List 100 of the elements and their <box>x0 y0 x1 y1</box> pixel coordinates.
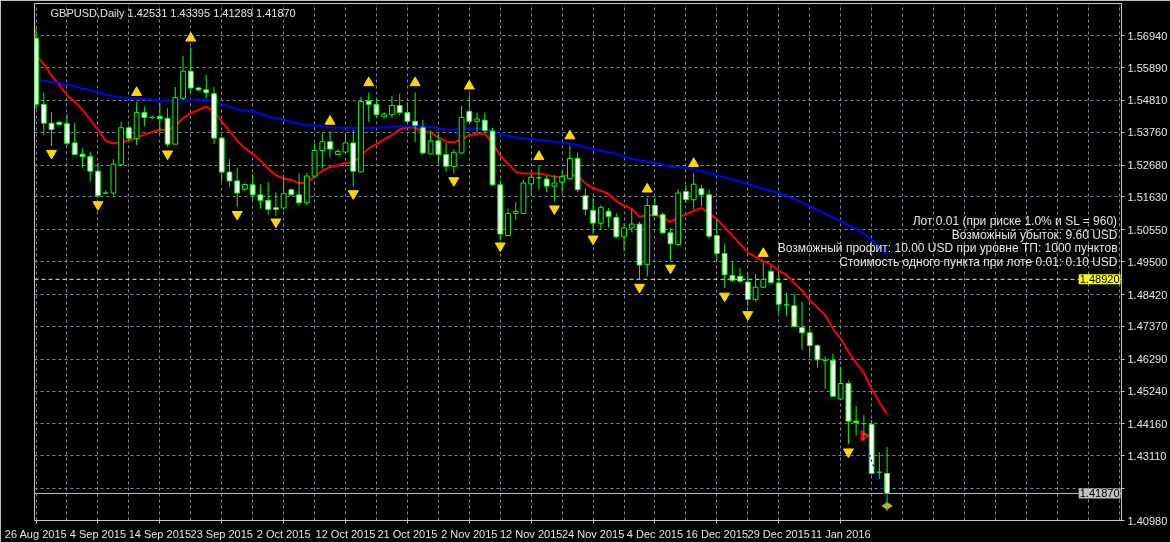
candlestick <box>659 211 666 235</box>
point <box>162 150 174 161</box>
candlestick <box>683 184 689 204</box>
point <box>533 150 545 160</box>
candlestick <box>884 446 890 512</box>
y-tick-label: 1.45240 <box>1127 385 1168 398</box>
y-tick-label: 1.50550 <box>1127 223 1168 236</box>
ref-line-label: 1.48920 <box>1079 273 1120 286</box>
text: Возможный убыток: 9.60 USD <box>951 227 1118 242</box>
point <box>564 129 576 140</box>
candlestick <box>613 212 620 239</box>
chart-title: GBPUSD,Daily 1.42531 1.43395 1.41289 1.41870 <box>50 6 296 19</box>
x-tick-label: 12 Oct 2015 <box>315 527 376 540</box>
candlestick <box>64 113 70 147</box>
point <box>719 292 731 303</box>
point <box>587 235 599 246</box>
candlestick <box>450 148 457 175</box>
y-tick-label: 1.48420 <box>1127 288 1168 301</box>
point <box>641 182 653 193</box>
candlestick <box>187 47 194 93</box>
point <box>46 149 58 160</box>
candlestick <box>768 265 774 285</box>
candlestick <box>272 191 279 217</box>
candlestick <box>412 92 419 143</box>
point <box>324 115 336 125</box>
x-tick-label: 2 Nov 2015 <box>441 527 498 540</box>
point <box>131 86 143 96</box>
candlestick <box>389 95 395 119</box>
point <box>463 79 475 90</box>
point <box>270 218 282 229</box>
text: Лот 0.01 (при риске 1.0% и SL = 960) <box>912 213 1118 228</box>
x-tick-label: 23 Sep 2015 <box>190 527 253 540</box>
point <box>842 448 854 459</box>
point <box>494 242 506 253</box>
x-tick-label: 29 Dec 2015 <box>747 527 810 540</box>
annotation: Стоимость одного пункта при лоте 0.01: 0.10 USD <box>839 255 1118 270</box>
x-tick-label: 2 Oct 2015 <box>256 527 311 540</box>
point <box>634 283 646 294</box>
x-tick-label: 24 Nov 2015 <box>561 527 625 540</box>
candlestick <box>729 261 736 283</box>
candlestick <box>234 167 241 208</box>
x-tick-label: 11 Jan 2016 <box>810 527 871 540</box>
candlestick <box>249 173 256 201</box>
candlestick <box>744 272 751 308</box>
x-tick-label: 12 Nov 2015 <box>500 527 563 540</box>
candlestick <box>474 112 480 134</box>
y-tick-label: 1.46290 <box>1127 353 1168 366</box>
candlestick <box>737 267 743 284</box>
candlestick <box>775 272 782 314</box>
x-tick-label: 21 Oct 2015 <box>377 527 438 540</box>
point <box>92 201 104 211</box>
candlestick <box>559 170 566 194</box>
point <box>185 31 197 42</box>
y-tick-label: 1.56940 <box>1127 29 1168 42</box>
candlestick <box>791 293 798 329</box>
candlestick <box>597 204 604 231</box>
x-tick-label: 26 Aug 2015 <box>4 527 67 540</box>
candlestick <box>752 273 759 302</box>
point <box>742 311 754 321</box>
point <box>548 205 560 216</box>
point <box>347 190 359 200</box>
y-tick-label: 1.49500 <box>1127 255 1168 268</box>
y-tick-label: 1.44160 <box>1127 417 1168 430</box>
candlestick <box>156 101 163 135</box>
point <box>231 210 243 221</box>
point <box>448 177 460 187</box>
candlestick <box>760 261 767 289</box>
x-tick-label: 4 Dec 2015 <box>626 527 684 540</box>
y-tick-label: 1.40980 <box>1127 514 1168 527</box>
candlestick <box>443 142 449 173</box>
candlestick <box>327 130 333 158</box>
ref-line-label: 1.41870 <box>1079 487 1120 500</box>
x-tick-label: 4 Sep 2015 <box>69 527 127 540</box>
y-tick-label: 1.53760 <box>1127 126 1168 139</box>
candlestick <box>590 197 596 235</box>
candlestick <box>226 158 233 188</box>
candlestick <box>721 243 728 289</box>
x-tick-label: 14 Sep 2015 <box>128 527 192 540</box>
y-tick-label: 1.51630 <box>1127 191 1168 203</box>
candlestick <box>481 112 488 134</box>
point <box>409 76 421 87</box>
candlestick <box>265 181 272 216</box>
candlestick <box>605 207 612 229</box>
candlestick <box>582 187 589 216</box>
point <box>664 264 676 275</box>
candlestick <box>566 145 573 181</box>
x-tick-label: 16 Dec 2015 <box>685 527 749 540</box>
y-tick-label: 1.55890 <box>1127 61 1168 74</box>
y-tick-label: 1.52680 <box>1127 159 1168 172</box>
candlestick <box>621 222 627 252</box>
candlestick <box>713 218 720 261</box>
candlestick <box>799 300 805 351</box>
candlestick <box>296 172 302 206</box>
y-tick-label: 1.47370 <box>1127 320 1168 333</box>
y-tick-label: 1.54810 <box>1127 94 1168 107</box>
y-tick-label: 1.43110 <box>1127 449 1167 462</box>
candlestick <box>505 208 511 237</box>
point <box>363 76 375 87</box>
candlestick <box>257 183 264 210</box>
point <box>688 157 700 167</box>
